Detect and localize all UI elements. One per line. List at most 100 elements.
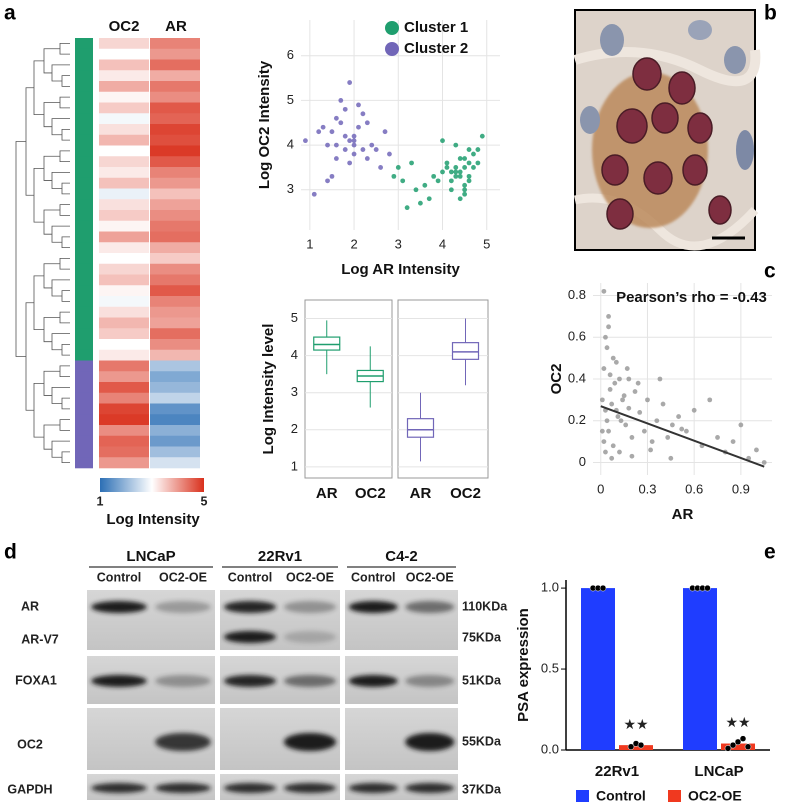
scatter-point (613, 359, 619, 365)
heatmap-cell (99, 242, 149, 254)
bar (721, 743, 755, 750)
cluster-strip (75, 38, 93, 50)
heatmap-cell (99, 382, 149, 394)
cluster-strip (75, 134, 93, 146)
cluster-strip (75, 242, 93, 254)
scatter-point (738, 422, 744, 428)
heatmap-cell (150, 349, 200, 361)
scatter-point (444, 165, 450, 170)
scatter-point (761, 460, 767, 465)
heatmap-cell (99, 435, 149, 447)
heatmap-cell (99, 134, 149, 146)
blot-band (405, 783, 455, 793)
cluster-strip (75, 81, 93, 93)
scatter-point (378, 165, 383, 170)
cluster-strip (75, 59, 93, 71)
bar (619, 745, 653, 750)
scatter-point (604, 418, 610, 424)
x-tick-label: 0.9 (732, 481, 750, 496)
scatter-point (453, 173, 459, 179)
scatter-point (471, 165, 476, 170)
heatmap-cell (99, 296, 149, 308)
heatmap-cell (99, 339, 149, 351)
heatmap-cell (150, 360, 200, 372)
dendrogram-branch (51, 118, 70, 136)
dendrogram-branch (61, 451, 70, 464)
scatter-point (475, 147, 481, 152)
panel-label: d (4, 541, 17, 564)
heatmap-cell (150, 134, 200, 146)
scatter-point (316, 129, 322, 135)
panel-label: c (764, 260, 776, 283)
box (406, 418, 435, 438)
heatmap-cell (99, 446, 149, 458)
scatter-point (462, 182, 468, 188)
scatter-point (649, 439, 655, 445)
data-point (744, 743, 752, 751)
cluster-strip (75, 220, 93, 232)
blot-band (91, 783, 147, 793)
scatter-point (609, 401, 615, 407)
colorbar-tick: 1 (97, 494, 104, 508)
heatmap-cell (99, 220, 149, 232)
scatter-point (637, 409, 643, 415)
scatter-point (648, 447, 653, 453)
heatmap-cell (99, 328, 149, 340)
dendrogram-branch (61, 128, 70, 141)
colorbar-tick: 5 (201, 494, 208, 508)
dendrogram-branch (59, 42, 70, 55)
scatter-point (356, 102, 361, 108)
dendrogram-branch (59, 365, 70, 378)
cluster-strip (75, 263, 93, 275)
heatmap-cell (99, 188, 149, 200)
condition: Control (351, 570, 395, 584)
scatter-point (601, 288, 607, 294)
dendrogram-branch (25, 302, 34, 411)
scatter-point (453, 169, 459, 175)
blot-band (405, 675, 455, 687)
annotation: Pearson’s rho = -0.43 (616, 289, 767, 306)
heatmap-cell (150, 446, 200, 458)
scatter-point (683, 428, 689, 434)
blot-band (91, 601, 147, 613)
heatmap-cell (150, 59, 200, 71)
y-tick-label: 2 (291, 421, 298, 436)
scatter-point (466, 173, 472, 179)
cell-line: 22Rv1 (258, 548, 302, 565)
blot-band (283, 783, 337, 793)
dendrogram-branch (51, 440, 70, 458)
y-tick-label: 6 (287, 47, 294, 62)
heatmap-cell (150, 145, 200, 157)
scatter-point (422, 182, 428, 188)
scatter-point (730, 439, 736, 445)
dendrogram-branch (61, 343, 70, 356)
scatter-point (351, 138, 357, 144)
scatter-point (601, 366, 607, 371)
heatmap-cell (150, 38, 200, 50)
scatter-point (333, 156, 339, 161)
scatter-point (347, 80, 353, 85)
heatmap-cell (99, 253, 149, 265)
scatter-point (329, 173, 335, 179)
dendrogram-branch (51, 64, 70, 82)
scatter-point (360, 147, 366, 152)
scatter-point (607, 387, 613, 392)
scatter-point (325, 142, 330, 148)
condition: OC2-OE (406, 570, 454, 584)
cluster-strip (75, 274, 93, 286)
y-tick-label: 4 (291, 347, 298, 362)
legend-swatch (385, 21, 399, 35)
heatmap-cell (150, 382, 200, 394)
dendrogram-branch (51, 386, 70, 404)
cluster-strip (75, 339, 93, 351)
scatter-point (418, 200, 423, 206)
size-label: 110KDa (462, 599, 508, 613)
scatter-point (342, 106, 348, 112)
cluster-strip (75, 403, 93, 415)
heatmap-cell (99, 145, 149, 157)
scatter-point (612, 380, 618, 386)
blot-band (283, 733, 337, 751)
heatmap-cell (150, 328, 200, 340)
heatmap-cell (99, 81, 149, 93)
scatter-point (347, 138, 353, 144)
